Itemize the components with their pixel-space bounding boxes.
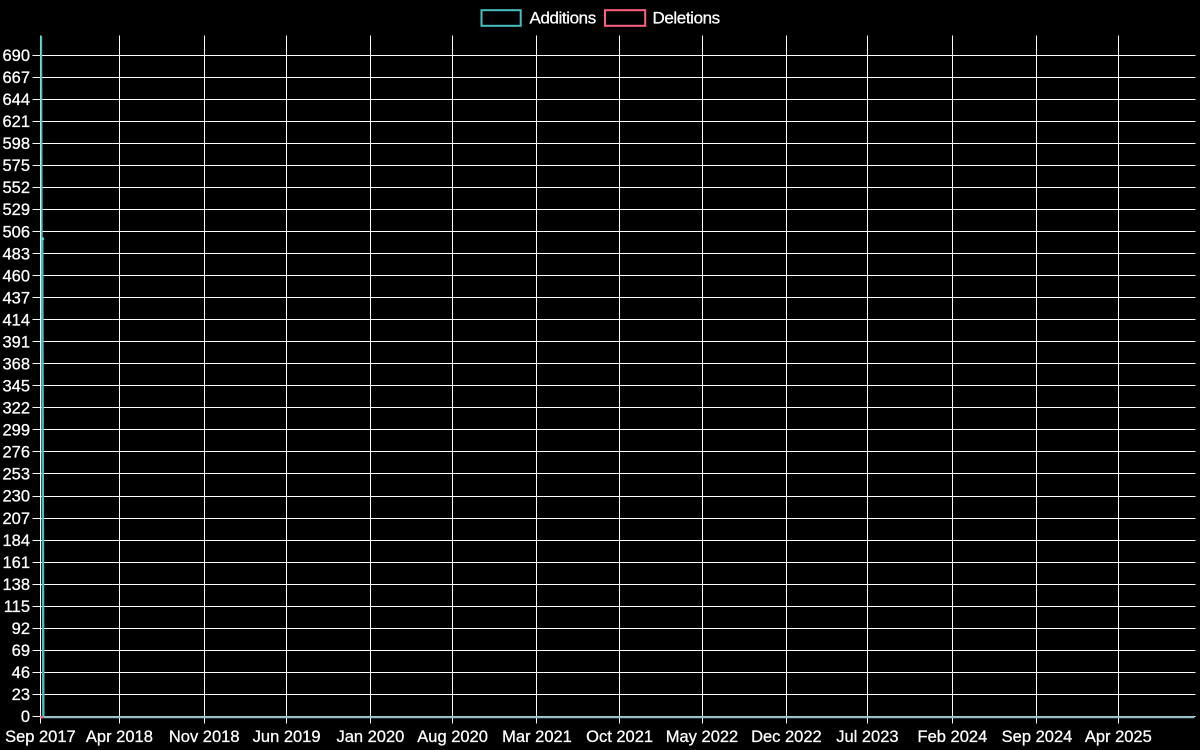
svg-text:253: 253: [2, 466, 30, 484]
svg-text:598: 598: [2, 135, 30, 153]
svg-text:Jun 2019: Jun 2019: [253, 728, 321, 746]
svg-text:161: 161: [2, 554, 30, 572]
svg-text:Dec 2022: Dec 2022: [751, 728, 822, 746]
svg-text:46: 46: [12, 664, 30, 682]
svg-text:460: 460: [2, 267, 30, 285]
svg-text:Nov 2018: Nov 2018: [169, 728, 240, 746]
svg-text:0: 0: [21, 708, 30, 726]
svg-text:299: 299: [2, 422, 30, 440]
svg-text:May 2022: May 2022: [666, 728, 738, 746]
svg-text:345: 345: [2, 378, 30, 396]
svg-text:Sep 2017: Sep 2017: [5, 728, 76, 746]
svg-text:Oct 2021: Oct 2021: [586, 728, 653, 746]
svg-text:Sep 2024: Sep 2024: [1002, 728, 1073, 746]
svg-text:667: 667: [2, 69, 30, 87]
svg-text:552: 552: [2, 179, 30, 197]
svg-text:575: 575: [2, 157, 30, 175]
svg-text:644: 644: [2, 91, 30, 109]
svg-text:391: 391: [2, 334, 30, 352]
svg-text:92: 92: [12, 620, 30, 638]
svg-text:690: 690: [2, 47, 30, 65]
svg-text:368: 368: [2, 356, 30, 374]
svg-text:483: 483: [2, 245, 30, 263]
svg-text:Additions: Additions: [530, 9, 596, 28]
svg-text:437: 437: [2, 289, 30, 307]
svg-text:207: 207: [2, 510, 30, 528]
svg-text:Deletions: Deletions: [653, 9, 720, 28]
svg-text:23: 23: [12, 686, 30, 704]
svg-text:230: 230: [2, 488, 30, 506]
svg-text:276: 276: [2, 444, 30, 462]
svg-text:138: 138: [2, 576, 30, 594]
svg-text:506: 506: [2, 223, 30, 241]
svg-text:Jul 2023: Jul 2023: [836, 728, 898, 746]
svg-text:Feb 2024: Feb 2024: [918, 728, 988, 746]
svg-text:115: 115: [4, 598, 30, 616]
svg-text:184: 184: [2, 532, 30, 550]
svg-text:Aug 2020: Aug 2020: [417, 728, 488, 746]
svg-text:Apr 2025: Apr 2025: [1085, 728, 1152, 746]
svg-text:Apr 2018: Apr 2018: [86, 728, 153, 746]
svg-text:322: 322: [2, 400, 30, 418]
svg-text:529: 529: [2, 201, 30, 219]
svg-text:Mar 2021: Mar 2021: [502, 728, 572, 746]
svg-text:621: 621: [2, 113, 30, 131]
svg-text:69: 69: [12, 642, 30, 660]
svg-text:Jan 2020: Jan 2020: [336, 728, 404, 746]
svg-text:414: 414: [2, 311, 30, 329]
